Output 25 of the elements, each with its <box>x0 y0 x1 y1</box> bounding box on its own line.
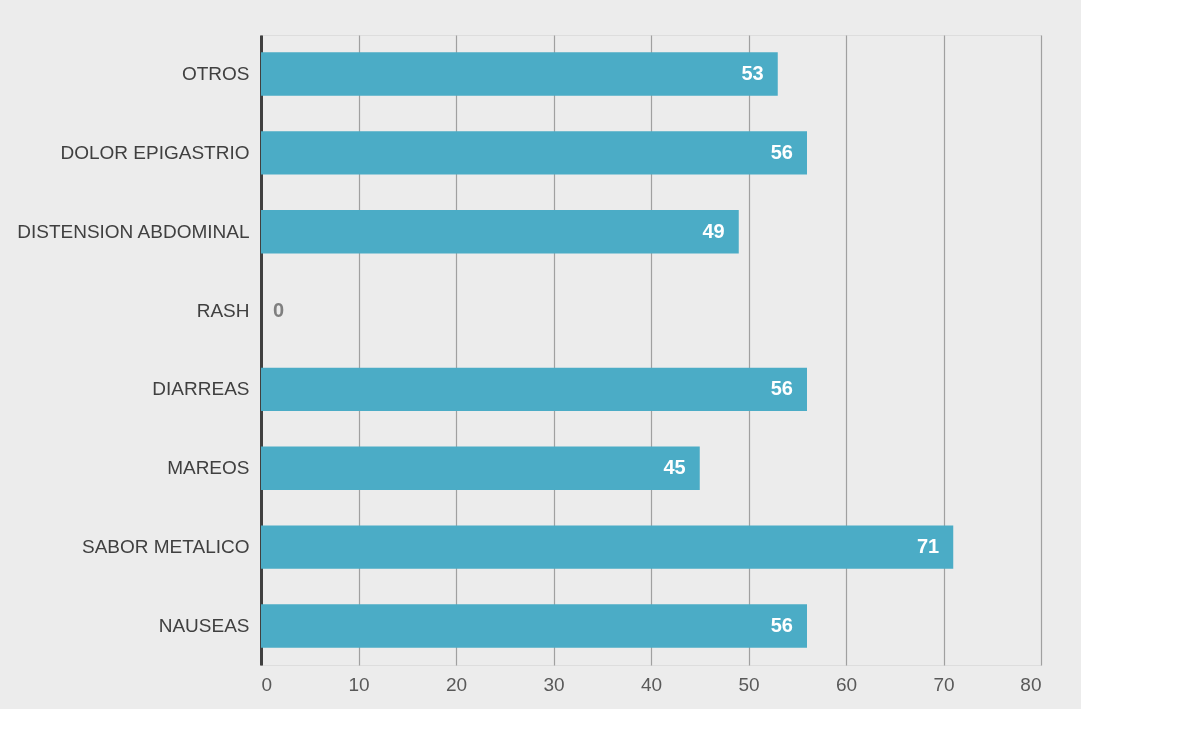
data-label: 56 <box>770 613 793 636</box>
data-label: 45 <box>663 456 686 479</box>
x-tick-label: 0 <box>261 673 273 695</box>
x-tick-label: 60 <box>835 673 858 695</box>
y-tick-label: OTROS <box>181 63 250 85</box>
y-tick-label: SABOR METALICO <box>81 536 250 558</box>
x-tick-label: 70 <box>933 673 955 695</box>
data-label: 49 <box>702 219 725 242</box>
y-tick-label: DOLOR EPIGASTRIO <box>60 141 250 163</box>
data-label: 53 <box>741 62 764 85</box>
data-label: 0 <box>273 298 285 321</box>
y-tick-label: MAREOS <box>167 457 250 479</box>
data-label: 56 <box>770 377 793 400</box>
y-tick-label: RASH <box>196 299 250 321</box>
x-tick-label: 40 <box>640 673 663 695</box>
x-tick-label: 50 <box>738 673 760 695</box>
data-label: 71 <box>917 535 940 558</box>
x-tick-label: 20 <box>445 673 468 695</box>
data-label: 56 <box>770 140 793 163</box>
x-tick-label: 10 <box>348 673 370 695</box>
x-tick-label: 80 <box>1020 673 1042 695</box>
y-tick-label: DIARREAS <box>152 378 250 400</box>
x-tick-label: 30 <box>543 673 565 695</box>
y-tick-label: NAUSEAS <box>158 614 250 636</box>
y-tick-label: DISTENSION ABDOMINAL <box>17 220 250 242</box>
